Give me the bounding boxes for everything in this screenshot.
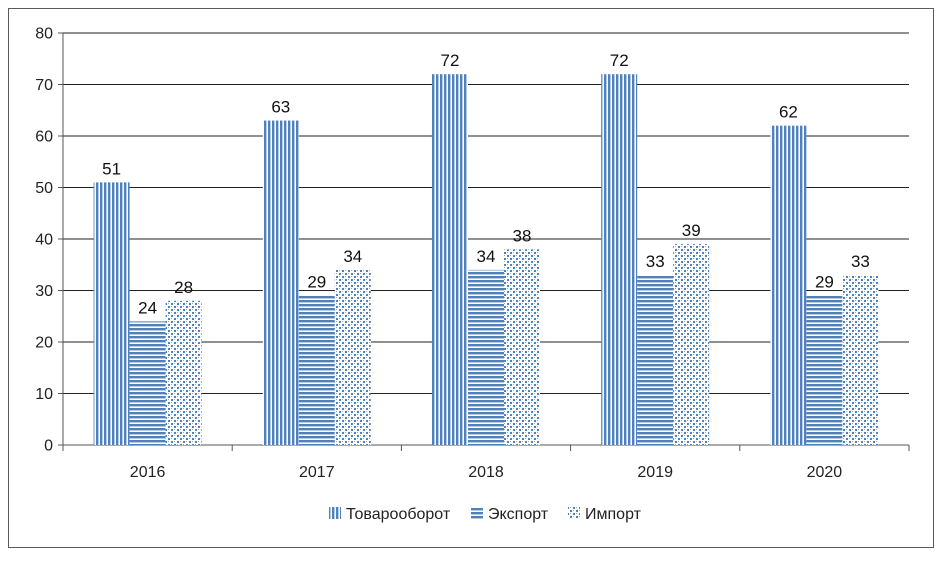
x-tick-label: 2020: [807, 464, 843, 481]
legend-swatch: [568, 507, 580, 519]
y-tick-label: 20: [35, 335, 53, 352]
legend-swatch: [329, 507, 341, 519]
y-tick-label: 10: [35, 386, 53, 403]
bar: [637, 275, 674, 445]
bar: [601, 74, 638, 445]
data-label: 24: [138, 298, 157, 317]
bar: [806, 295, 843, 445]
x-tick-label: 2016: [130, 464, 166, 481]
bar: [298, 295, 335, 445]
bar: [842, 275, 879, 445]
bar: [334, 269, 371, 445]
bar: [262, 120, 299, 446]
y-tick-label: 0: [44, 438, 53, 455]
bar: [165, 300, 202, 445]
data-label: 72: [441, 51, 460, 70]
data-label: 34: [343, 247, 362, 266]
data-label: 63: [271, 98, 290, 117]
bar: [673, 244, 710, 445]
bar: [129, 321, 166, 445]
bar: [468, 269, 504, 445]
y-tick-label: 60: [35, 129, 53, 146]
data-label: 39: [682, 221, 701, 240]
data-label: 72: [610, 51, 629, 70]
y-tick-label: 70: [35, 77, 53, 94]
bar: [93, 182, 130, 445]
data-label: 38: [513, 226, 532, 245]
bars: [93, 74, 879, 446]
data-label: 33: [646, 252, 665, 271]
bar: [770, 125, 807, 445]
y-tick-label: 30: [35, 283, 53, 300]
bar: [432, 74, 468, 445]
data-label: 28: [174, 278, 193, 297]
x-tick-label: 2018: [468, 464, 504, 481]
data-label: 51: [102, 159, 121, 178]
y-tick-label: 80: [35, 26, 53, 43]
legend-label: Товарооборот: [346, 506, 451, 523]
y-tick-label: 40: [35, 232, 53, 249]
legend: Товарооборот Экспорт Импорт: [329, 506, 642, 523]
data-label: 62: [779, 103, 798, 122]
x-tick-label: 2019: [637, 464, 673, 481]
data-labels: 51 24 28 63 29 34 72 34 38 72 33 39 62 29 33: [102, 51, 870, 317]
bar: [504, 249, 540, 445]
legend-label: Импорт: [585, 506, 642, 523]
legend-label: Экспорт: [488, 506, 549, 523]
gridlines: [63, 32, 909, 394]
data-label: 29: [815, 273, 834, 292]
legend-swatch: [471, 507, 483, 519]
axes: 0 10 20 30 40 50 60 70 80 2016 2017 2018 2019 2020: [35, 26, 910, 481]
data-label: 29: [307, 273, 326, 292]
data-label: 34: [477, 247, 496, 266]
x-tick-label: 2017: [299, 464, 335, 481]
y-tick-label: 50: [35, 180, 53, 197]
data-label: 33: [851, 252, 870, 271]
